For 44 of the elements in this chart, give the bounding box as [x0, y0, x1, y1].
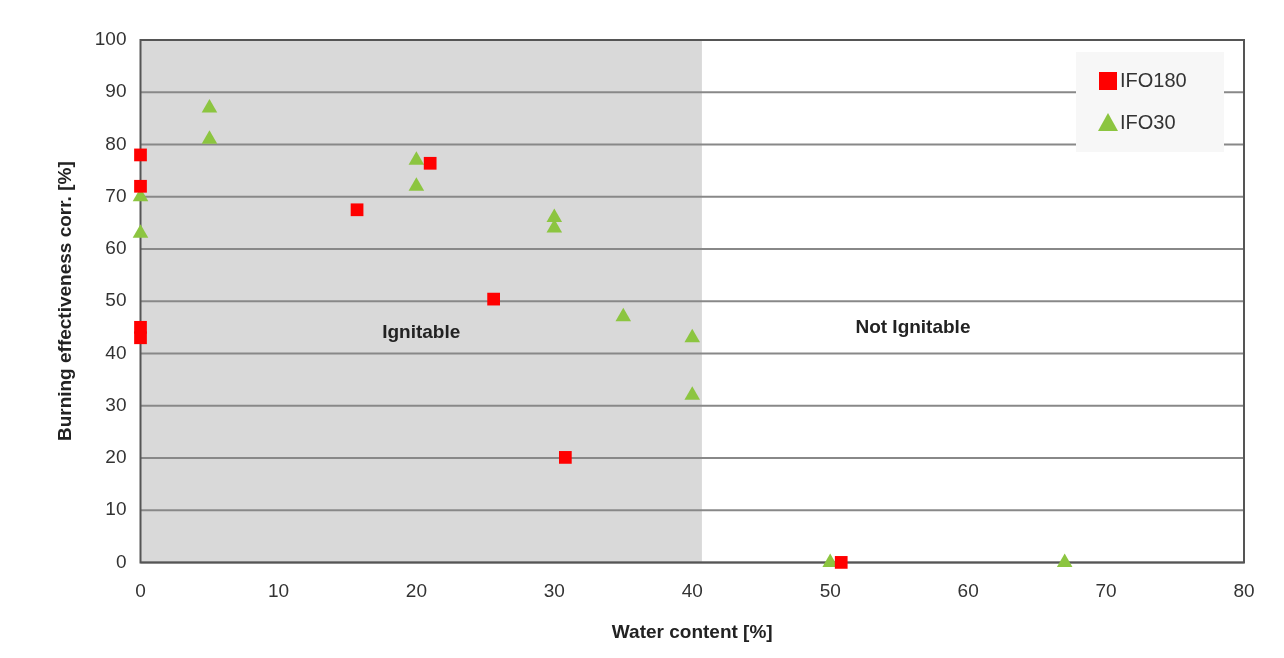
point	[201, 130, 218, 144]
x-tick-label: 20	[405, 580, 427, 602]
point	[834, 556, 848, 569]
x-tick-label: 10	[267, 580, 290, 602]
x-tick-label: 80	[1233, 580, 1255, 602]
point	[1056, 553, 1073, 567]
point	[423, 156, 437, 170]
point	[615, 307, 632, 322]
annotation: Not Ignitable	[855, 315, 971, 337]
y-tick-label: 60	[105, 237, 127, 259]
x-tick-label: 60	[957, 580, 979, 602]
y-tick-label: 40	[105, 341, 127, 363]
x-axis-title: Water content [%]	[611, 620, 773, 642]
y-tick-label: 0	[115, 550, 127, 572]
point	[546, 208, 563, 223]
point	[408, 151, 425, 165]
y-tick-label: 10	[105, 498, 127, 520]
point	[408, 177, 425, 191]
x-tick-label: 40	[681, 580, 703, 602]
point	[201, 98, 218, 113]
y-tick-label: 30	[105, 393, 127, 415]
y-axis-title: Burning effectiveness corr. [%]	[53, 161, 75, 442]
x-tick-label: 0	[135, 580, 146, 602]
y-tick-label: 100	[94, 28, 127, 50]
point	[684, 328, 701, 343]
point	[132, 224, 149, 238]
legend-label: IFO180	[1120, 68, 1187, 91]
y-tick-label: 50	[105, 289, 127, 311]
y-tick-label: 90	[105, 80, 127, 102]
band-label: Ignitable	[382, 320, 461, 342]
point	[134, 179, 147, 193]
point	[134, 331, 147, 345]
point	[558, 451, 572, 464]
legend-label: IFO30	[1120, 110, 1176, 133]
y-tick-label: 70	[105, 184, 127, 206]
y-tick-label: 20	[105, 446, 127, 468]
point	[487, 292, 500, 306]
point	[134, 148, 147, 162]
x-tick-label: 30	[543, 580, 565, 602]
point	[684, 386, 701, 400]
x-tick-label: 70	[1095, 580, 1117, 602]
x-tick-label: 50	[819, 580, 841, 602]
y-tick-label: 80	[105, 132, 127, 154]
point	[350, 203, 364, 217]
